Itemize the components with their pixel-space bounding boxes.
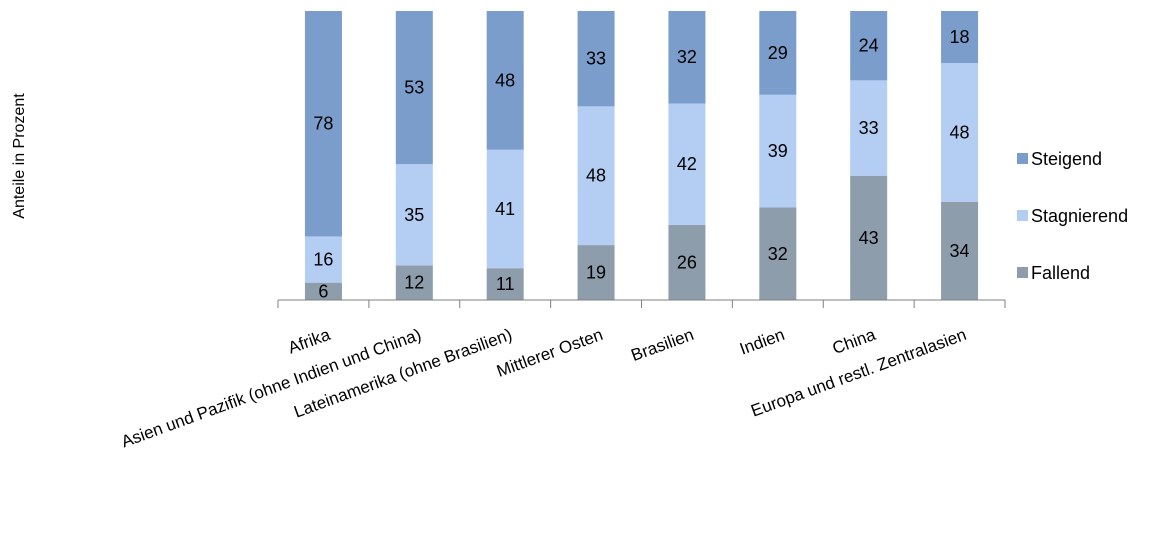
legend-label-stagnierend: Stagnierend [1031, 206, 1128, 226]
x-tick-label-brasilien: Brasilien [629, 325, 697, 365]
value-label-fallend-brasilien: 26 [677, 252, 697, 272]
value-label-steigend-indien: 29 [768, 43, 788, 63]
value-label-stagnierend-china: 33 [859, 118, 879, 138]
value-label-steigend-lateinamerika-ohne-brasilien: 48 [495, 70, 515, 90]
bar-steigend-lateinamerika-ohne-brasilien [486, 11, 524, 150]
value-label-fallend-mittlerer-osten: 19 [586, 263, 606, 283]
bar-stagnierend-mittlerer-osten [577, 106, 615, 246]
value-label-steigend-brasilien: 32 [677, 47, 697, 67]
bars-layer [304, 11, 979, 300]
value-label-stagnierend-asien-und-pazifik-ohne-indien-und-china: 35 [404, 205, 424, 225]
value-label-fallend-indien: 32 [768, 244, 788, 264]
bar-steigend-asien-und-pazifik-ohne-indien-und-china [395, 11, 433, 165]
bar-fallend-indien [759, 207, 797, 300]
y-axis-title: Anteile in Prozent [11, 93, 28, 219]
bar-fallend-china [850, 175, 888, 300]
bar-stagnierend-asien-und-pazifik-ohne-indien-und-china [395, 164, 433, 266]
bar-fallend-asien-und-pazifik-ohne-indien-und-china [395, 265, 433, 300]
value-label-fallend-china: 43 [859, 228, 879, 248]
value-label-steigend-afrika: 78 [313, 114, 333, 134]
x-tick-label-afrika: Afrika [285, 325, 333, 358]
legend-label-fallend: Fallend [1031, 263, 1090, 283]
bar-fallend-europa-und-restl-zentralasien [941, 201, 979, 300]
value-label-stagnierend-lateinamerika-ohne-brasilien: 41 [495, 199, 515, 219]
value-label-fallend-asien-und-pazifik-ohne-indien-und-china: 12 [404, 273, 424, 293]
bar-steigend-china [850, 11, 888, 81]
legend-label-steigend: Steigend [1031, 149, 1102, 169]
bar-stagnierend-indien [759, 94, 797, 208]
value-label-stagnierend-mittlerer-osten: 48 [586, 166, 606, 186]
bar-stagnierend-lateinamerika-ohne-brasilien [486, 149, 524, 269]
x-axis [277, 299, 1006, 308]
value-label-steigend-asien-und-pazifik-ohne-indien-und-china: 53 [404, 78, 424, 98]
bar-stagnierend-brasilien [668, 103, 706, 225]
bar-steigend-europa-und-restl-zentralasien [941, 11, 979, 64]
value-label-stagnierend-indien: 39 [768, 141, 788, 161]
bar-stagnierend-china [850, 80, 888, 176]
bar-fallend-mittlerer-osten [577, 245, 615, 300]
legend-swatch-stagnierend [1017, 210, 1028, 221]
x-tick-label-china: China [830, 325, 879, 358]
value-label-fallend-lateinamerika-ohne-brasilien: 11 [496, 274, 515, 294]
bar-stagnierend-europa-und-restl-zentralasien [941, 63, 979, 202]
value-label-fallend-afrika: 6 [318, 281, 328, 301]
value-labels-layer: 6 16 78 12 35 53 11 41 48 19 48 33 26 42 32 32 39 29 43 33 2… [313, 27, 969, 301]
legend-swatch-steigend [1017, 153, 1028, 164]
bar-stagnierend-afrika [304, 236, 342, 283]
value-label-fallend-europa-und-restl-zentralasien: 34 [950, 241, 970, 261]
bar-fallend-lateinamerika-ohne-brasilien [486, 268, 524, 300]
value-label-steigend-china: 24 [859, 36, 879, 56]
bar-steigend-brasilien [668, 11, 706, 104]
bar-steigend-mittlerer-osten [577, 11, 615, 107]
value-label-stagnierend-brasilien: 42 [677, 154, 697, 174]
value-label-steigend-mittlerer-osten: 33 [586, 49, 606, 69]
bar-fallend-brasilien [668, 224, 706, 300]
x-tick-label-indien: Indien [737, 325, 787, 359]
legend: Steigend Stagnierend Fallend [1017, 149, 1128, 283]
value-label-stagnierend-afrika: 16 [313, 250, 333, 270]
bar-steigend-indien [759, 11, 797, 95]
legend-swatch-fallend [1017, 267, 1028, 278]
value-label-steigend-europa-und-restl-zentralasien: 18 [950, 27, 970, 47]
bar-fallend-afrika [304, 282, 342, 300]
value-label-stagnierend-europa-und-restl-zentralasien: 48 [950, 122, 970, 142]
bar-steigend-afrika [304, 11, 342, 237]
